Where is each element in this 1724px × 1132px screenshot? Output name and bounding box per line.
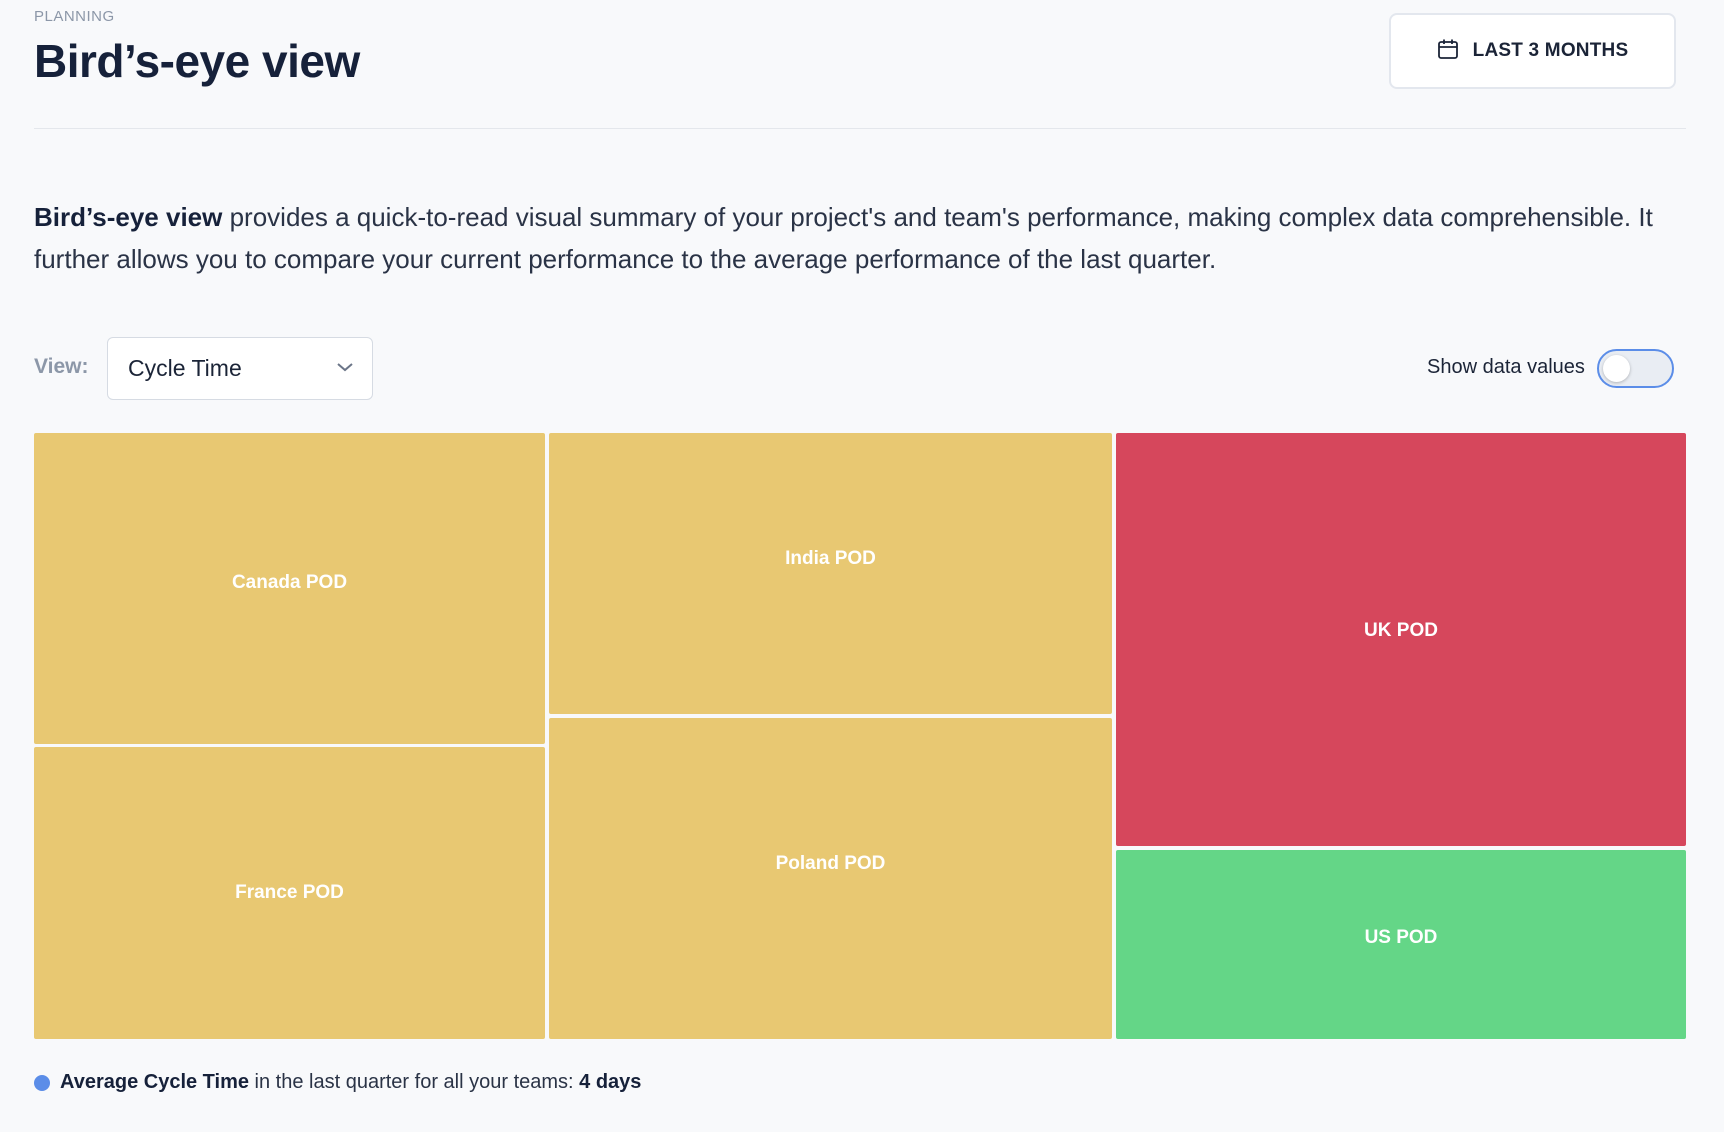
date-range-button[interactable]: LAST 3 MONTHS [1389,13,1676,89]
date-range-label: LAST 3 MONTHS [1472,40,1629,61]
tile-canada-pod[interactable]: Canada POD [34,433,545,744]
footnote-text: in the last quarter for all your teams: [249,1071,580,1093]
tile-us-pod[interactable]: US POD [1116,850,1686,1039]
tile-label: France POD [235,882,344,903]
legend-dot-icon [34,1074,50,1091]
page-title: Bird’s-eye view [34,35,360,87]
header-divider [34,128,1686,129]
tile-india-pod[interactable]: India POD [549,433,1112,714]
tile-label: Canada POD [231,571,348,593]
tile-label: India POD [785,547,876,569]
show-values-toggle[interactable] [1597,349,1674,388]
intro-text: provides a quick-to-read visual summary … [34,202,1653,274]
intro-paragraph: Bird’s-eye view provides a quick-to-read… [34,196,1674,280]
view-label: View: [34,355,89,378]
eyebrow-label: PLANNING [34,8,115,25]
tile-uk-pod[interactable]: UK POD [1116,433,1686,846]
footnote-metric: Average Cycle Time [60,1071,249,1093]
treemap: Canada POD France POD India POD Poland P… [34,433,1686,1039]
calendar-icon [1437,38,1459,65]
tile-france-pod[interactable]: France POD [34,747,545,1039]
chevron-down-icon [336,360,354,378]
tile-label: US POD [1364,926,1438,948]
view-select[interactable]: Cycle Time [107,337,373,400]
toggle-knob [1603,355,1630,382]
average-footnote: Average Cycle Time in the last quarter f… [34,1071,641,1094]
view-select-value: Cycle Time [128,355,242,381]
intro-bold: Bird’s-eye view [34,202,223,232]
footnote-value: 4 days [579,1071,642,1093]
tile-label: UK POD [1364,619,1438,641]
tile-poland-pod[interactable]: Poland POD [549,718,1112,1039]
show-values-label: Show data values [1427,356,1585,378]
tile-label: Poland POD [775,852,886,874]
